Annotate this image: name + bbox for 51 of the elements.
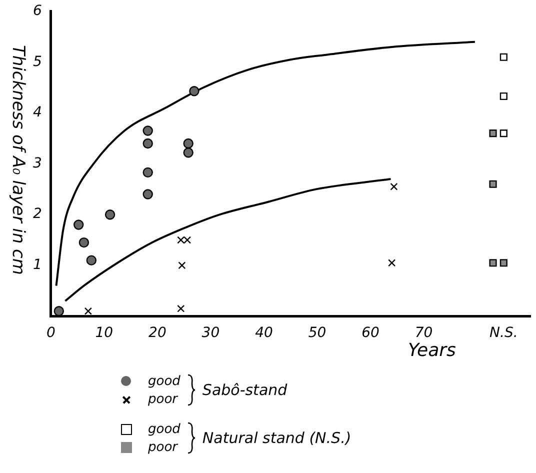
point	[189, 86, 200, 96]
point	[54, 306, 64, 316]
y-tick-label: 4	[32, 104, 42, 121]
y-tick-label: 3	[32, 155, 42, 172]
point	[84, 307, 92, 315]
x-tick-label: 30	[202, 325, 220, 342]
point	[104, 210, 116, 220]
point	[183, 138, 194, 149]
point	[142, 167, 153, 178]
point	[177, 236, 185, 244]
point	[500, 53, 508, 61]
legend-label: good	[148, 422, 180, 436]
x-tick-label: N.S.	[490, 325, 518, 342]
point	[142, 138, 153, 149]
x-tick-label: 20	[148, 325, 166, 342]
point	[388, 259, 396, 267]
line-series	[55, 40, 476, 287]
point	[500, 259, 508, 267]
x-axis-title: Years	[408, 340, 456, 361]
point	[74, 220, 84, 230]
point	[183, 148, 194, 158]
point	[489, 180, 497, 188]
point	[183, 236, 192, 244]
y-tick-label: 2	[32, 206, 42, 222]
point	[86, 255, 96, 266]
point	[142, 126, 153, 136]
point	[178, 262, 186, 270]
x-tick-label: 60	[362, 325, 380, 342]
y-axis-title: Thickness of A₀ layer in cm	[8, 45, 28, 275]
text: Sabô-stand	[202, 381, 288, 399]
legend-label: good	[148, 374, 180, 388]
x-tick-label: 40	[255, 325, 273, 342]
point	[489, 259, 497, 267]
y-tick-label: 5	[32, 54, 42, 70]
point	[177, 304, 185, 312]
line-series	[64, 178, 392, 302]
point	[78, 237, 90, 248]
point	[500, 92, 508, 100]
legend-label: poor	[148, 440, 178, 454]
point	[390, 182, 398, 190]
point	[489, 130, 497, 138]
point	[500, 130, 508, 138]
text: Natural stand (N.S.)	[202, 429, 352, 447]
x-tick-label: 50	[308, 325, 326, 342]
point	[142, 189, 153, 200]
x-tick-label: 70	[414, 325, 433, 342]
y-tick-label: 6	[32, 3, 42, 20]
y-tick-label: 1	[32, 257, 42, 274]
x-tick-label: 10	[95, 325, 114, 342]
x-tick-label: 0	[46, 325, 56, 342]
legend-label: poor	[148, 392, 178, 406]
